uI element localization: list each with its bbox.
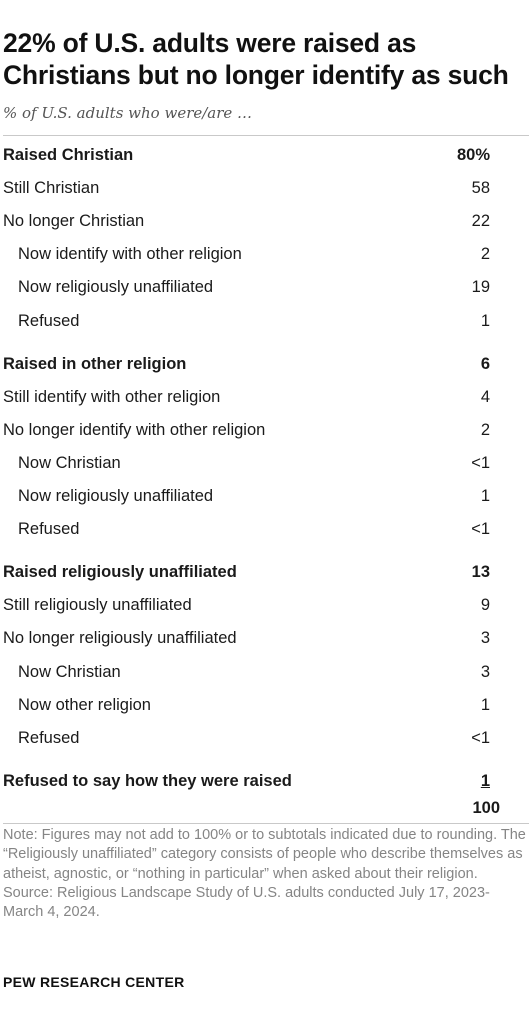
row-value: 22 [471, 212, 490, 230]
table-row: Still religiously unaffiliated 9 [0, 593, 532, 617]
row-label: Refused [18, 729, 80, 747]
row-label: No longer religiously unaffiliated [3, 629, 237, 647]
row-label: Still Christian [3, 179, 100, 197]
row-value: 13 [471, 563, 490, 581]
row-label: No longer Christian [3, 212, 145, 230]
row-label: Now Christian [18, 663, 121, 681]
row-value: 1 [480, 487, 490, 505]
table-row: Now religiously unaffiliated 19 [0, 275, 532, 299]
top-divider [3, 135, 529, 136]
row-value: 1 [480, 312, 490, 330]
bottom-divider [3, 823, 529, 824]
table-row: Now religiously unaffiliated 1 [0, 484, 532, 508]
table-row: Still identify with other religion 4 [0, 385, 532, 409]
footnote: Note: Figures may not add to 100% or to … [3, 826, 527, 922]
table-row: Now identify with other religion 2 [0, 242, 532, 266]
row-value: 58 [471, 179, 490, 197]
section-row: Raised Christian 80% [0, 143, 532, 167]
table-row: Refused <1 [0, 517, 532, 541]
row-label: Now Christian [18, 454, 121, 472]
row-label: Raised in other religion [3, 355, 187, 373]
table-row: Still Christian 58 [0, 176, 532, 200]
table-row: No longer identify with other religion 2 [0, 418, 532, 442]
row-value: 2 [480, 245, 490, 263]
row-value: 4 [480, 388, 490, 406]
row-value: 1 [480, 696, 490, 714]
row-label: Refused [18, 312, 80, 330]
row-value: 3 [480, 663, 490, 681]
table-row: No longer religiously unaffiliated 3 [0, 626, 532, 650]
row-label: Refused to say how they were raised [3, 772, 292, 790]
section-row: Raised religiously unaffiliated 13 [0, 560, 532, 584]
row-value: 3 [480, 629, 490, 647]
table-row: Now other religion 1 [0, 693, 532, 717]
table-row: No longer Christian 22 [0, 209, 532, 233]
row-label: Now religiously unaffiliated [18, 278, 214, 296]
row-value: <1 [471, 454, 490, 472]
chart-title: 22% of U.S. adults were raised as Christ… [3, 28, 509, 90]
note-text: Note: Figures may not add to 100% or to … [3, 827, 526, 882]
table-row: Now Christian <1 [0, 451, 532, 475]
table-row: Now Christian 3 [0, 660, 532, 684]
row-label: Now other religion [18, 696, 151, 714]
pew-logo: PEW RESEARCH CENTER [3, 974, 185, 990]
row-label: Raised religiously unaffiliated [3, 563, 237, 581]
table-total: 100 [472, 799, 500, 817]
row-label: Refused [18, 520, 80, 538]
row-value: <1 [471, 520, 490, 538]
row-value: 6 [480, 355, 490, 373]
table-row: Refused 1 [0, 309, 532, 333]
row-label: Still identify with other religion [3, 388, 221, 406]
row-value: <1 [471, 729, 490, 747]
row-label: Still religiously unaffiliated [3, 596, 192, 614]
table-row: Refused <1 [0, 726, 532, 750]
chart-subtitle: % of U.S. adults who were/are … [3, 104, 253, 122]
section-row: Refused to say how they were raised 1 [0, 769, 532, 793]
row-value: 2 [480, 421, 490, 439]
row-value: 9 [480, 596, 490, 614]
row-value: 1 [480, 772, 490, 790]
row-value: 80% [456, 146, 490, 164]
source-text: Source: Religious Landscape Study of U.S… [3, 884, 490, 921]
row-label: No longer identify with other religion [3, 421, 266, 439]
row-value: 19 [471, 278, 490, 296]
row-label: Now identify with other religion [18, 245, 242, 263]
row-label: Raised Christian [3, 146, 134, 164]
section-row: Raised in other religion 6 [0, 352, 532, 376]
row-label: Now religiously unaffiliated [18, 487, 214, 505]
